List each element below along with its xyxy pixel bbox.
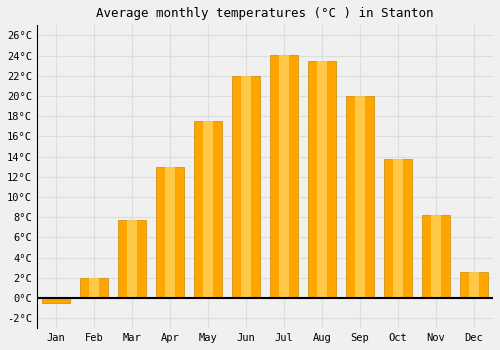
Bar [308,61,336,298]
Bar [346,96,374,298]
Bar [194,121,222,298]
Bar [118,220,146,298]
Bar [279,55,289,298]
Bar [355,96,365,298]
Bar [89,278,99,298]
Bar [232,76,260,298]
Bar [203,121,213,298]
Title: Average monthly temperatures (°C ) in Stanton: Average monthly temperatures (°C ) in St… [96,7,434,20]
Bar [270,55,298,298]
Bar [241,76,251,298]
Bar [384,159,412,298]
Bar [317,61,327,298]
Bar [422,215,450,298]
Bar [156,167,184,298]
Bar [469,272,479,298]
Bar [165,167,175,298]
Bar [431,215,441,298]
Bar [42,298,70,303]
Bar [127,220,137,298]
Bar [80,278,108,298]
Bar [393,159,403,298]
Bar [460,272,488,298]
